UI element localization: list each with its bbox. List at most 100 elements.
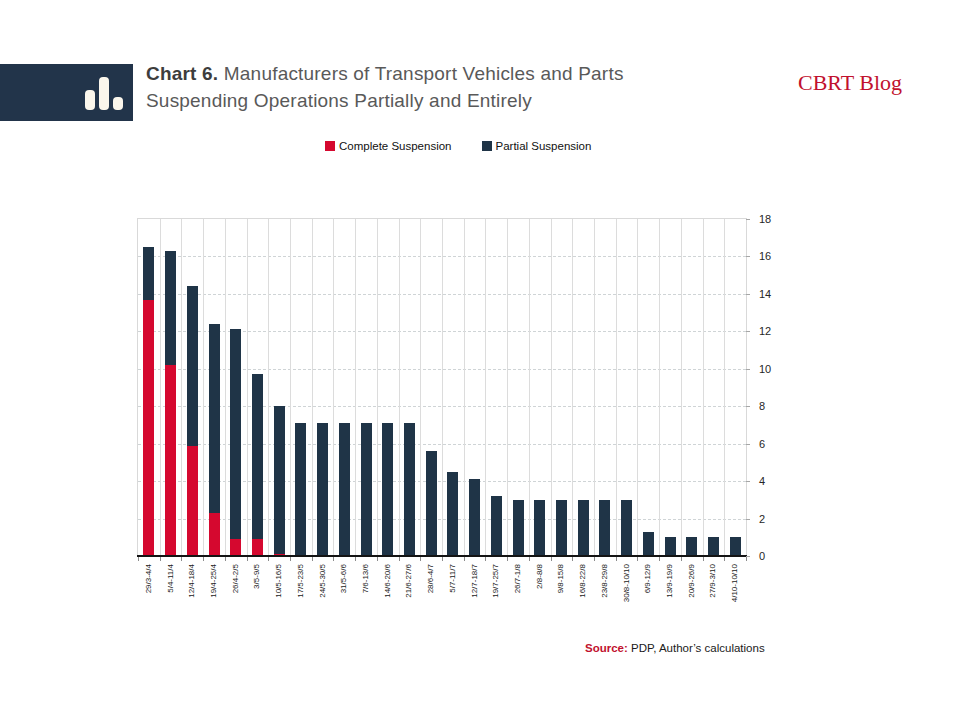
chart-legend: Complete Suspension Partial Suspension	[325, 140, 591, 152]
bar-partial-suspension	[730, 537, 741, 556]
y-axis-tick	[746, 406, 750, 407]
legend-item-complete-suspension: Complete Suspension	[325, 140, 452, 152]
y-axis-tick	[746, 519, 750, 520]
legend-label: Partial Suspension	[496, 140, 592, 152]
bar-partial-suspension	[708, 537, 719, 556]
y-tick-label: 4	[759, 475, 765, 487]
bar-partial-suspension	[621, 500, 632, 556]
bar-partial-suspension	[513, 500, 524, 556]
bar-complete-suspension	[187, 446, 198, 556]
x-axis-tick	[485, 557, 486, 561]
x-gridline	[507, 219, 508, 556]
source-label: Source:	[585, 642, 628, 654]
x-gridline	[703, 219, 704, 556]
x-axis-tick	[181, 557, 182, 561]
x-tick-label: 16/8-22/8	[578, 564, 588, 598]
bar-partial-suspension	[686, 537, 697, 556]
x-gridline	[681, 219, 682, 556]
x-gridline	[181, 219, 182, 556]
x-tick-label: 10/5-16/5	[274, 564, 284, 598]
y-axis-tick	[746, 219, 750, 220]
y-axis-tick	[746, 294, 750, 295]
bar-partial-suspension	[143, 247, 154, 299]
y-tick-label: 8	[759, 400, 765, 412]
x-tick-label: 3/5-9/5	[252, 564, 262, 589]
bar-partial-suspension	[404, 423, 415, 556]
stacked-bar-chart: 02468101214161829/3-4/45/4-11/412/4-18/4…	[137, 218, 747, 556]
x-tick-label: 6/9-12/9	[643, 564, 653, 593]
x-gridline	[637, 219, 638, 556]
x-axis-tick	[160, 557, 161, 561]
x-tick-label: 19/4-25/4	[209, 564, 219, 598]
bar-partial-suspension	[578, 500, 589, 556]
bar-partial-suspension	[361, 423, 372, 556]
bar-complete-suspension	[165, 365, 176, 556]
x-axis-tick	[355, 557, 356, 561]
cbrt-logo	[0, 64, 133, 121]
bar-partial-suspension	[599, 500, 610, 556]
bar-partial-suspension	[665, 537, 676, 556]
source-note: Source: PDP, Author’s calculations	[585, 642, 765, 654]
x-axis-tick	[203, 557, 204, 561]
x-axis-tick	[594, 557, 595, 561]
x-tick-label: 24/5-30/5	[318, 564, 328, 598]
legend-item-partial-suspension: Partial Suspension	[482, 140, 592, 152]
page: Chart 6. Manufacturers of Transport Vehi…	[0, 0, 960, 720]
y-tick-label: 14	[759, 288, 771, 300]
x-axis-tick	[551, 557, 552, 561]
x-tick-label: 26/7-1/8	[513, 564, 523, 593]
x-gridline	[160, 219, 161, 556]
x-axis-tick	[138, 557, 139, 561]
x-axis-tick	[529, 557, 530, 561]
y-axis-tick	[746, 331, 750, 332]
x-axis-tick	[681, 557, 682, 561]
y-tick-label: 6	[759, 438, 765, 450]
x-axis-tick	[616, 557, 617, 561]
bar-partial-suspension	[274, 406, 285, 554]
x-axis-tick	[703, 557, 704, 561]
x-axis-tick	[464, 557, 465, 561]
chart-title-line1: Chart 6. Manufacturers of Transport Vehi…	[146, 61, 624, 88]
bar-partial-suspension	[447, 472, 458, 556]
x-gridline	[333, 219, 334, 556]
x-tick-label: 21/6-27/6	[404, 564, 414, 598]
x-gridline	[442, 219, 443, 556]
bar-partial-suspension	[187, 286, 198, 445]
x-gridline	[247, 219, 248, 556]
x-tick-label: 7/6-13/6	[361, 564, 371, 593]
x-tick-label: 28/6-4/7	[426, 564, 436, 593]
bar-partial-suspension	[339, 423, 350, 556]
x-gridline	[659, 219, 660, 556]
legend-swatch-icon	[482, 141, 492, 151]
x-tick-label: 30/8-10/10	[622, 564, 632, 602]
bar-partial-suspension	[382, 423, 393, 556]
x-axis-tick	[659, 557, 660, 561]
x-gridline	[290, 219, 291, 556]
x-gridline	[399, 219, 400, 556]
x-gridline	[355, 219, 356, 556]
y-tick-label: 0	[759, 550, 765, 562]
y-axis-tick	[746, 481, 750, 482]
bar-complete-suspension	[209, 513, 220, 556]
bar-partial-suspension	[230, 329, 241, 539]
chart-number: Chart 6.	[146, 63, 218, 84]
bar-complete-suspension	[230, 539, 241, 556]
x-tick-label: 19/7-25/7	[491, 564, 501, 598]
x-tick-label: 2/8-8/8	[535, 564, 545, 589]
x-tick-label: 27/9-3/10	[708, 564, 718, 598]
x-gridline	[551, 219, 552, 556]
x-axis-tick	[377, 557, 378, 561]
x-axis-tick	[312, 557, 313, 561]
bar-partial-suspension	[295, 423, 306, 556]
bar-partial-suspension	[209, 324, 220, 513]
x-tick-label: 5/4-11/4	[166, 564, 176, 593]
bar-chart-icon-bar	[99, 77, 109, 110]
x-gridline	[225, 219, 226, 556]
x-tick-label: 31/5-6/6	[339, 564, 349, 593]
x-tick-label: 5/7-11/7	[448, 564, 458, 593]
y-tick-label: 16	[759, 250, 771, 262]
x-gridline	[203, 219, 204, 556]
x-gridline	[377, 219, 378, 556]
bar-partial-suspension	[252, 374, 263, 539]
x-gridline	[616, 219, 617, 556]
